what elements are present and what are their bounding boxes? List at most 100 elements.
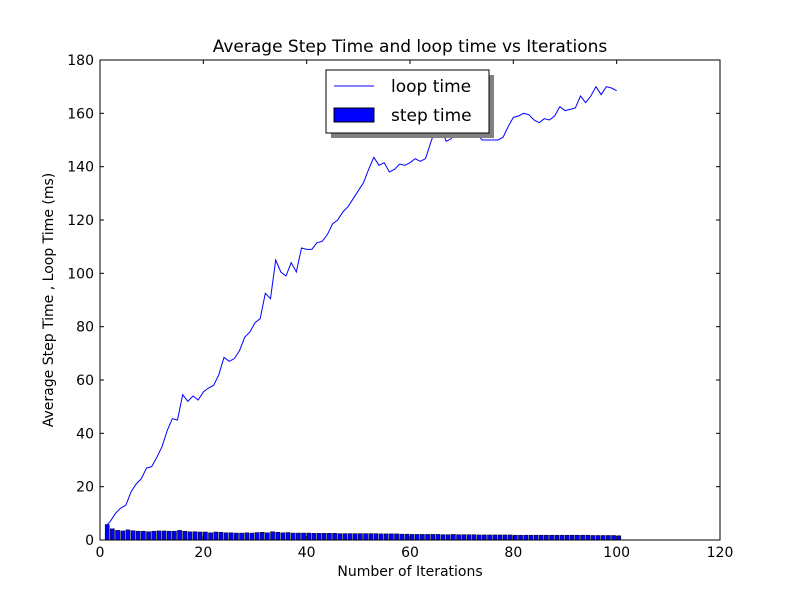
legend-step-time-label: step time (391, 106, 472, 126)
axis-ticks (99, 59, 721, 541)
x-tick-label: 120 (707, 545, 734, 561)
y-tick-label: 20 (76, 480, 94, 496)
y-tick-label: 0 (85, 533, 94, 549)
step-time-bar (223, 532, 229, 541)
step-time-bar (523, 534, 529, 541)
y-tick-label: 60 (76, 373, 94, 389)
step-time-bar (347, 533, 353, 541)
step-time-bar (502, 534, 508, 541)
step-time-bar (115, 530, 120, 541)
step-time-bar (373, 533, 379, 541)
step-time-bar (590, 535, 596, 541)
x-axis-label: Number of Iterations (337, 564, 482, 580)
step-time-bar (363, 533, 368, 541)
step-time-bar (321, 533, 327, 541)
step-time-bar (476, 534, 482, 541)
x-tick-label: 0 (96, 545, 105, 561)
step-time-bar (409, 534, 415, 541)
x-tick-label: 80 (504, 545, 522, 561)
step-time-bar (280, 532, 286, 541)
step-time-bar (213, 531, 219, 541)
step-time-bar (316, 533, 322, 541)
step-time-bar (580, 534, 585, 541)
step-time-bar (564, 534, 570, 541)
step-time-bar (270, 531, 275, 541)
step-time-bar (306, 532, 312, 541)
step-time-bar (259, 532, 265, 541)
plot-area-background (100, 60, 720, 540)
step-time-bar (414, 534, 420, 541)
loop-time-line (104, 85, 617, 528)
legend: loop time step time (325, 69, 494, 138)
step-time-bar (585, 534, 591, 541)
step-time-bar (606, 535, 611, 541)
step-time-bar (425, 534, 430, 541)
step-time-bar (125, 529, 131, 541)
step-time-bar (600, 535, 606, 541)
step-time-bar (192, 531, 198, 541)
step-time-bar (538, 534, 544, 541)
step-time-bar (368, 533, 374, 541)
step-time-bar (518, 534, 523, 541)
step-time-bar (285, 532, 291, 541)
step-time-bar (569, 534, 575, 541)
step-time-bar (208, 532, 213, 541)
y-tick-label: 160 (67, 106, 94, 122)
step-time-bar (445, 534, 451, 541)
y-tick-label: 40 (76, 426, 94, 442)
step-time-bar (239, 532, 244, 541)
step-time-bar (533, 534, 539, 541)
x-tick-label: 20 (194, 545, 212, 561)
step-time-bar (399, 533, 405, 541)
step-time-bar (275, 532, 281, 541)
step-time-bar (166, 530, 172, 541)
step-time-bar (466, 534, 472, 541)
step-time-bar (549, 534, 554, 541)
y-tick-label: 80 (76, 320, 94, 336)
chart-title: Average Step Time and loop time vs Itera… (213, 37, 608, 57)
step-time-bar (177, 530, 182, 541)
step-time-bar (404, 533, 410, 541)
y-axis-label: Average Step Time , Loop Time (ms) (41, 173, 57, 427)
step-time-bar (435, 534, 441, 541)
step-time-bar (120, 530, 126, 541)
step-time-bar (301, 532, 306, 541)
step-time-bar (327, 533, 332, 541)
step-time-bar (218, 532, 224, 541)
step-time-bar (104, 524, 110, 541)
step-time-bar (575, 534, 580, 541)
x-tick-label: 60 (401, 545, 419, 561)
step-time-bar (337, 533, 343, 541)
y-tick-label: 180 (67, 53, 94, 69)
y-tick-label: 100 (67, 266, 94, 282)
step-time-bar (352, 533, 358, 541)
step-time-bar (141, 530, 146, 541)
legend-step-time-swatch (333, 107, 375, 123)
step-time-bar (378, 533, 384, 541)
step-time-bar (451, 534, 456, 541)
step-time-bar (471, 534, 477, 541)
step-time-bar (528, 534, 534, 541)
step-time-bar (203, 531, 208, 541)
step-time-bar (249, 532, 255, 541)
step-time-bar (342, 533, 348, 541)
step-time-bar (461, 534, 467, 541)
step-time-bar (507, 534, 513, 541)
step-time-bar (332, 533, 337, 541)
step-time-bar (172, 530, 177, 541)
step-time-bar (161, 530, 167, 541)
step-time-bar (228, 532, 234, 541)
step-time-bar (383, 533, 389, 541)
step-time-bar (110, 528, 115, 541)
axis-tick-labels: 0 20 40 60 80 100 120 0 20 40 60 80 100 120 140 160 180 (67, 53, 733, 561)
x-tick-label: 100 (603, 545, 630, 561)
step-time-bar (151, 530, 157, 541)
step-time-bar (513, 534, 518, 541)
step-time-bar (244, 532, 250, 541)
step-time-bar (456, 534, 461, 541)
step-time-bar (440, 534, 446, 541)
step-time-bar (146, 531, 151, 541)
step-time-bar (497, 534, 503, 541)
